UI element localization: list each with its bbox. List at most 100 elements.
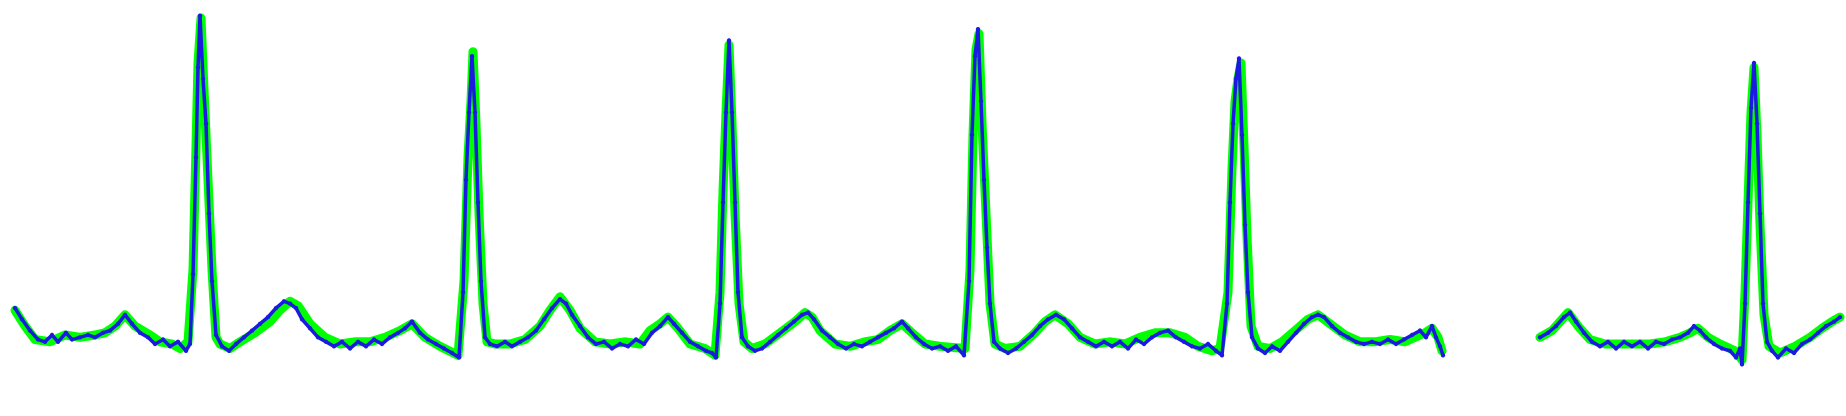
reconstruction-point bbox=[671, 321, 677, 326]
reconstruction-point bbox=[991, 339, 997, 344]
reconstruction-point bbox=[85, 332, 91, 338]
reconstruction-point bbox=[339, 339, 345, 344]
reconstruction-point bbox=[563, 301, 569, 306]
reconstruction-point bbox=[1301, 321, 1307, 326]
reconstruction-point bbox=[953, 344, 959, 349]
reconstruction-point bbox=[160, 337, 166, 342]
reconstruction-point bbox=[1315, 312, 1321, 317]
reconstruction-point bbox=[735, 290, 741, 295]
reconstruction-point bbox=[1213, 348, 1219, 353]
reconstruction-point bbox=[1309, 314, 1315, 320]
reconstruction-point bbox=[1045, 317, 1051, 322]
reconstruction-point bbox=[1125, 346, 1131, 351]
reconstruction-point bbox=[1613, 346, 1619, 351]
reconstruction-point bbox=[1219, 353, 1225, 358]
reconstruction-point bbox=[1799, 341, 1805, 347]
reconstruction-point bbox=[1433, 335, 1439, 340]
reconstruction-point bbox=[1037, 323, 1043, 329]
reconstruction-point bbox=[891, 326, 897, 331]
reconstruction-point bbox=[1269, 344, 1275, 349]
reconstruction-point bbox=[827, 335, 833, 340]
reconstruction-point bbox=[729, 110, 735, 115]
reconstruction-point bbox=[593, 341, 599, 347]
reconstruction-point bbox=[1745, 200, 1751, 205]
reconstruction-point bbox=[187, 341, 193, 347]
reconstruction-point bbox=[409, 319, 415, 324]
reconstruction-point bbox=[717, 301, 723, 306]
reconstruction-point bbox=[195, 65, 201, 70]
reconstruction-point bbox=[945, 348, 951, 353]
reconstruction-point bbox=[759, 346, 765, 351]
reconstruction-point bbox=[1262, 350, 1268, 356]
reconstruction-point bbox=[1727, 348, 1733, 353]
reconstruction-point bbox=[478, 278, 484, 284]
reconstruction-point bbox=[35, 337, 41, 342]
reconstruction-point bbox=[1197, 346, 1203, 351]
reconstruction-point bbox=[249, 328, 255, 333]
reference-line-segment-2 bbox=[1535, 63, 1845, 365]
reconstruction-point bbox=[1764, 339, 1770, 344]
reconstruction-point bbox=[1353, 339, 1359, 344]
reconstruction-point bbox=[1141, 341, 1147, 347]
reconstruction-point bbox=[482, 335, 488, 340]
reconstruction-point bbox=[1553, 323, 1559, 329]
reconstruction-point bbox=[307, 326, 313, 331]
reconstruction-point bbox=[152, 341, 158, 347]
reconstruction-point bbox=[851, 341, 857, 347]
reconstruction-point bbox=[713, 355, 719, 360]
reconstruction-point bbox=[49, 332, 55, 338]
reconstruction-point bbox=[475, 200, 481, 205]
reconstruction-point bbox=[961, 353, 967, 358]
reconstruction-point bbox=[494, 344, 500, 349]
reconstruction-point bbox=[281, 299, 287, 304]
reconstruction-point bbox=[487, 341, 493, 347]
reconstruction-point bbox=[299, 317, 305, 322]
reconstruction-point bbox=[905, 326, 911, 331]
reconstruction-point bbox=[19, 317, 25, 322]
reconstruction-point bbox=[213, 332, 219, 338]
reconstruction-point bbox=[363, 344, 369, 349]
reconstruction-point bbox=[1719, 346, 1725, 351]
reconstruction-point bbox=[472, 110, 478, 115]
reconstruction-point bbox=[193, 155, 199, 160]
reconstruction-point bbox=[687, 339, 693, 344]
reconstruction-point bbox=[557, 296, 563, 302]
reconstruction-point bbox=[783, 326, 789, 331]
reconstruction-point bbox=[1149, 335, 1155, 340]
reconstruction-point bbox=[1691, 323, 1697, 329]
reconstruction-point bbox=[1385, 337, 1391, 342]
reconstruction-point bbox=[835, 341, 841, 347]
reference-series bbox=[10, 13, 1845, 365]
reconstruction-point bbox=[1255, 346, 1261, 351]
reconstruction-point bbox=[200, 76, 206, 81]
reconstruction-point bbox=[1677, 335, 1683, 340]
reconstruction-point bbox=[1837, 314, 1843, 320]
reconstruction-point bbox=[1748, 105, 1754, 111]
reconstruction-point bbox=[1783, 346, 1789, 351]
reconstruction-point bbox=[997, 346, 1003, 351]
reconstruction-point bbox=[273, 305, 279, 311]
reconstruction-point bbox=[1345, 335, 1351, 340]
reconstruction-point bbox=[1733, 355, 1739, 360]
reconstruction-point bbox=[1117, 339, 1123, 344]
reconstruction-point bbox=[100, 330, 106, 335]
reconstruction-point bbox=[107, 328, 113, 333]
reconstruction-point bbox=[843, 346, 849, 351]
reconstruction-point bbox=[577, 323, 583, 329]
reconstruction-point bbox=[1629, 344, 1635, 349]
reconstruction-point bbox=[867, 339, 873, 344]
reconstruction-point bbox=[913, 335, 919, 340]
reconstruction-point bbox=[1224, 301, 1230, 306]
reconstruction-point bbox=[1242, 222, 1248, 228]
reconstruction-point bbox=[641, 341, 647, 347]
reconstruction-point bbox=[1181, 339, 1187, 344]
reconstruction-point bbox=[233, 341, 239, 347]
reconstruction-point bbox=[355, 339, 361, 344]
reconstruction-point bbox=[1361, 341, 1367, 347]
reconstruction-point bbox=[1637, 339, 1643, 344]
reconstruction-point bbox=[265, 314, 271, 320]
reconstruction-point bbox=[1173, 335, 1179, 340]
reconstruction-point bbox=[1233, 76, 1239, 81]
reconstruction-point bbox=[679, 330, 685, 335]
